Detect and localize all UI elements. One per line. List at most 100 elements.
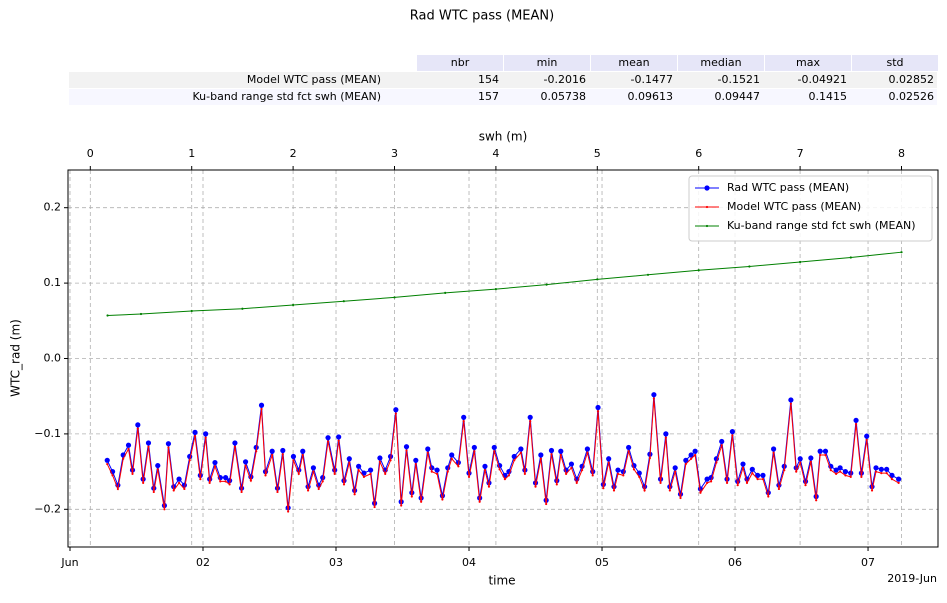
data-point — [255, 450, 258, 453]
data-point — [534, 485, 537, 488]
data-point — [276, 490, 279, 494]
table-header: min — [537, 56, 558, 69]
data-point — [244, 464, 247, 467]
data-point — [326, 440, 330, 443]
data-point — [741, 466, 745, 469]
data-point — [659, 481, 662, 485]
table-header: mean — [618, 56, 649, 69]
data-point — [367, 467, 374, 473]
legend-label: Ku-band range std fct swh (MEAN) — [727, 219, 916, 232]
table-row — [69, 89, 937, 105]
data-point — [815, 499, 818, 502]
data-point — [864, 433, 870, 439]
data-point — [719, 438, 725, 445]
data-point — [483, 468, 487, 472]
data-point — [310, 465, 316, 471]
data-point — [155, 462, 161, 469]
data-point — [249, 479, 252, 482]
data-point — [559, 453, 562, 457]
data-point — [694, 453, 697, 457]
data-point — [418, 495, 424, 501]
data-point — [353, 493, 356, 496]
data-point — [420, 500, 423, 503]
data-point — [527, 414, 533, 420]
data-point — [648, 456, 652, 460]
data-point — [393, 407, 399, 413]
data-point — [435, 472, 439, 475]
data-point — [145, 440, 152, 446]
data-point — [797, 456, 803, 462]
data-point — [297, 472, 300, 475]
data-point — [131, 472, 134, 475]
data-point — [190, 309, 193, 313]
data-point — [884, 466, 890, 472]
data-point — [342, 483, 346, 486]
data-point — [430, 470, 433, 473]
data-point — [889, 472, 895, 478]
series-line — [106, 394, 899, 508]
data-point — [616, 472, 620, 475]
data-point — [487, 485, 491, 488]
data-point — [414, 462, 417, 466]
data-point — [853, 417, 859, 423]
data-point — [271, 453, 274, 457]
x2-tick-label: 2 — [290, 147, 297, 160]
data-point — [674, 470, 677, 473]
data-point — [212, 459, 218, 466]
table-header: nbr — [451, 56, 470, 69]
plot-frame — [67, 169, 939, 548]
data-point — [317, 487, 320, 491]
data-point — [612, 489, 616, 492]
data-point — [241, 307, 244, 310]
y-axis-title: WTC_rad (m) — [9, 319, 23, 397]
data-point — [626, 444, 632, 451]
data-point — [125, 442, 132, 448]
x-tick-label: 02 — [196, 556, 210, 569]
data-point — [213, 465, 217, 468]
table-cell: -0.04921 — [798, 73, 847, 86]
y-tick-label: −0.1 — [34, 427, 61, 440]
data-point — [389, 459, 392, 462]
x-tick-label: 07 — [861, 556, 875, 569]
data-point — [833, 467, 839, 473]
table-header-cell — [852, 55, 938, 71]
data-point — [783, 468, 786, 472]
data-point — [147, 445, 150, 448]
data-point — [749, 466, 755, 472]
data-point — [503, 478, 507, 481]
data-point — [584, 446, 590, 452]
data-point — [615, 467, 621, 473]
data-point — [238, 485, 245, 491]
data-point — [865, 438, 868, 442]
x-tick-label: 04 — [462, 556, 476, 569]
data-point — [301, 453, 304, 457]
data-point — [280, 447, 286, 454]
data-point — [842, 469, 849, 475]
data-point — [142, 481, 145, 485]
table-cell: 0.02526 — [889, 90, 935, 103]
table-cell: 0.09447 — [715, 90, 761, 103]
data-point — [854, 422, 858, 426]
data-point — [156, 468, 159, 471]
data-point — [697, 269, 700, 272]
data-point — [493, 450, 496, 453]
data-point — [835, 472, 838, 475]
data-point — [829, 468, 832, 472]
data-point — [622, 474, 625, 477]
data-point — [849, 256, 852, 259]
data-point — [471, 444, 477, 451]
data-point — [705, 481, 709, 485]
data-point — [405, 449, 408, 452]
data-point — [274, 485, 281, 491]
data-point — [362, 475, 366, 478]
table-header-cell — [765, 55, 851, 71]
data-point — [632, 468, 636, 471]
data-point — [403, 444, 410, 450]
data-point — [771, 446, 777, 452]
data-point — [885, 472, 888, 475]
data-point — [839, 470, 842, 473]
data-point — [482, 463, 488, 469]
data-point — [822, 448, 829, 454]
data-point — [111, 474, 114, 477]
